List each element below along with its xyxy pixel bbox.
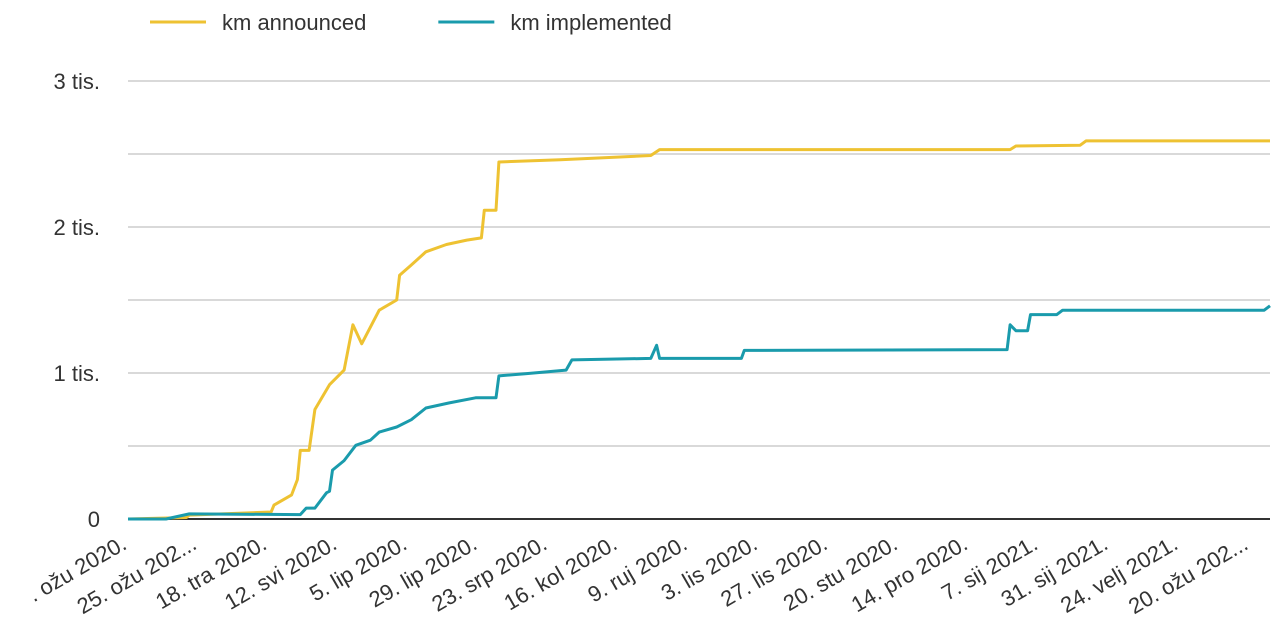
x-tick-label: 20. ožu 202... [1124, 531, 1252, 619]
y-tick-label: 0 [88, 507, 100, 532]
legend-label: km implemented [510, 10, 671, 35]
series-line [127, 139, 1270, 521]
y-tick-label: 3 tis. [54, 69, 100, 94]
series-line [128, 304, 1271, 521]
y-tick-label: 2 tis. [54, 215, 100, 240]
y-tick-label: 1 tis. [54, 361, 100, 386]
legend-label: km announced [222, 10, 366, 35]
